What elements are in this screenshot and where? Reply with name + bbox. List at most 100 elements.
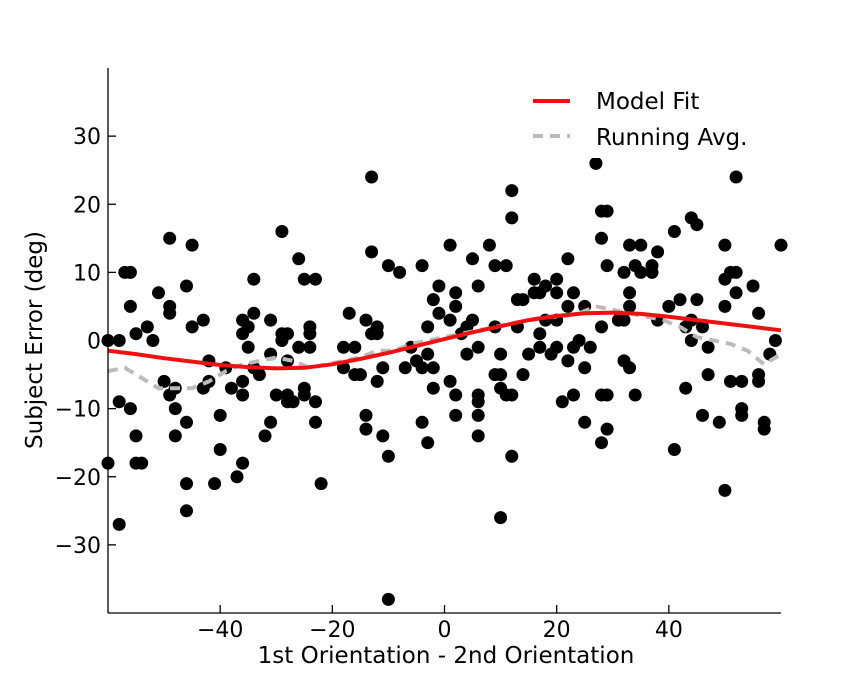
scatter-point [421, 436, 435, 450]
scatter-point [527, 272, 541, 286]
scatter-point [146, 334, 160, 347]
scatter-point [466, 313, 479, 327]
scatter-point [623, 299, 637, 313]
scatter-point [572, 334, 586, 347]
scatter-point [634, 238, 648, 252]
scatter-point [353, 368, 367, 382]
legend-background [515, 78, 777, 158]
scatter-point [595, 320, 608, 334]
scatter-point [667, 443, 681, 456]
scatter-point [359, 408, 373, 422]
scatter-point [533, 340, 547, 354]
scatter-point [180, 504, 193, 518]
scatter-point [600, 422, 614, 436]
scatter-point [533, 327, 547, 341]
scatter-point [426, 361, 440, 375]
scatter-point [443, 313, 457, 327]
scatter-point [589, 156, 603, 170]
scatter-point [286, 395, 300, 409]
scatter-point [488, 259, 502, 273]
scatter-point [393, 265, 407, 279]
scatter-point [168, 429, 182, 443]
scatter-point [129, 327, 143, 341]
scatter-point [729, 265, 743, 279]
scatter-point [718, 238, 732, 252]
scatter-point [561, 252, 575, 266]
scatter-point [550, 272, 564, 286]
scatter-point [247, 306, 261, 320]
scatter-point [623, 286, 637, 300]
x-tick-label: −20 [309, 618, 355, 643]
scatter-point [297, 388, 311, 402]
scatter-point [359, 313, 373, 327]
x-tick-label: 20 [543, 618, 571, 643]
legend: Model Fit Running Avg. [515, 78, 777, 158]
scatter-point [623, 238, 637, 252]
scatter-point [303, 327, 317, 341]
scatter-point [561, 354, 575, 368]
scatter-point [667, 225, 681, 238]
scatter-point [432, 306, 446, 320]
scatter-point [600, 204, 614, 218]
scatter-point [264, 415, 278, 429]
scatter-point [449, 286, 463, 300]
scatter-point [185, 238, 199, 252]
tick-labels: −40 −20 0 20 40 −30 −20 −10 0 10 20 30 [55, 125, 683, 643]
scatter-point [718, 299, 732, 313]
x-tick-label: 0 [438, 618, 452, 643]
scatter-point [236, 388, 250, 402]
scatter-point [449, 299, 463, 313]
scatter-point [309, 395, 322, 409]
scatter-point [365, 170, 379, 184]
scatter-point [123, 299, 137, 313]
series-lines [107, 304, 783, 391]
scatter-point [696, 408, 709, 422]
y-tick-label: 10 [73, 261, 101, 286]
y-tick-label: −20 [55, 466, 101, 491]
scatter-point [494, 347, 508, 361]
scatter-point [729, 286, 743, 300]
scatter-point [224, 381, 238, 395]
x-tick-label: −40 [197, 618, 243, 643]
scatter-point [292, 252, 306, 266]
scatter-point [516, 368, 530, 382]
y-axis-label: Subject Error (deg) [22, 231, 48, 449]
scatter-point [752, 374, 766, 388]
scatter-point [241, 340, 255, 354]
scatter-point [735, 374, 749, 388]
scatter-point [505, 388, 519, 402]
scatter-point [337, 340, 350, 354]
scatter-point [494, 511, 508, 525]
scatter-point [381, 449, 395, 463]
y-tick-label: 0 [87, 330, 101, 355]
scatter-point [252, 368, 266, 382]
scatter-point [466, 252, 479, 266]
legend-label-running-avg: Running Avg. [596, 125, 747, 151]
x-tick-label: 40 [655, 618, 683, 643]
scatter-point [522, 347, 536, 361]
scatter-point [180, 477, 193, 491]
scatter-point [381, 259, 395, 273]
scatter-point [196, 313, 210, 327]
scatter-point [135, 456, 149, 470]
scatter-point [471, 408, 485, 422]
scatter-point [662, 299, 676, 313]
scatter-point [348, 340, 362, 354]
y-tick-label: 30 [73, 125, 101, 150]
scatter-point [645, 265, 659, 279]
scatter-point [359, 422, 373, 436]
scatter-point [247, 272, 261, 286]
scatter-point [342, 306, 356, 320]
scatter-point [123, 402, 137, 416]
scatter-point [241, 320, 255, 334]
scatter-point [258, 429, 272, 443]
scatter-point [415, 415, 429, 429]
y-tick-label: 20 [73, 193, 101, 218]
scatter-point [471, 279, 485, 293]
scatter-point [213, 408, 227, 422]
scatter-point [617, 313, 631, 327]
scatter-point [163, 306, 177, 320]
scatter-point [157, 374, 171, 388]
scatter-point [281, 327, 294, 341]
